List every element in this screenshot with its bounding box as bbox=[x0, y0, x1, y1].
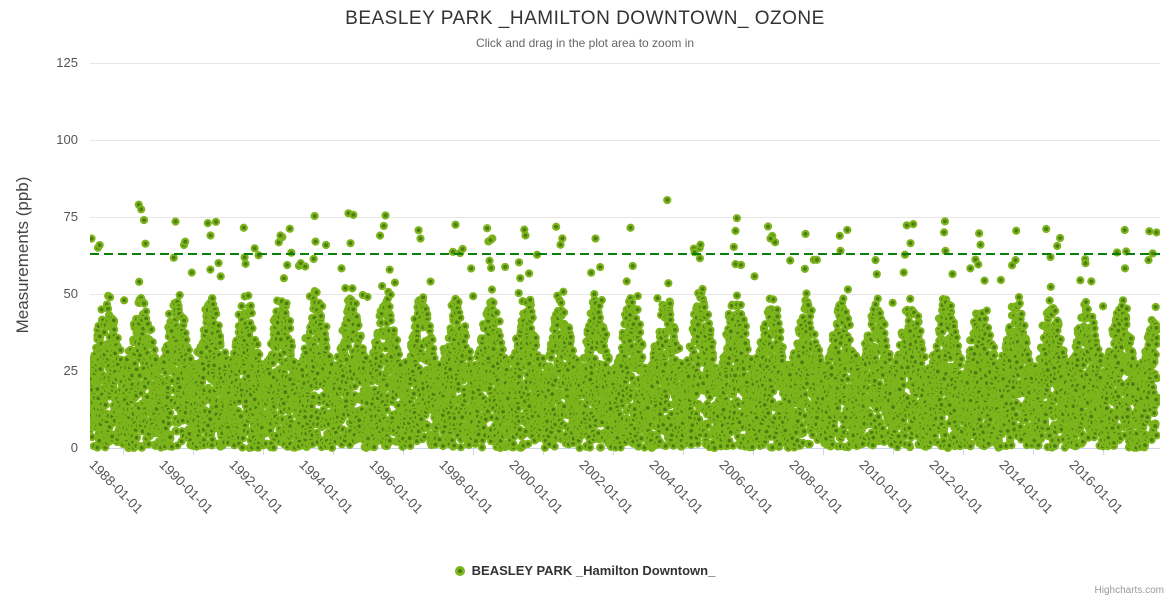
x-axis-label: 2012-01-01 bbox=[926, 457, 986, 517]
highcharts-credit[interactable]: Highcharts.com bbox=[1094, 585, 1164, 596]
legend-marker-icon bbox=[454, 565, 465, 576]
y-axis-label: 50 bbox=[63, 286, 78, 301]
x-axis-label: 2004-01-01 bbox=[646, 457, 706, 517]
x-axis-label: 2014-01-01 bbox=[996, 457, 1056, 517]
x-axis-label: 2016-01-01 bbox=[1066, 457, 1126, 517]
x-axis-label: 2000-01-01 bbox=[506, 457, 566, 517]
x-axis-label: 1990-01-01 bbox=[156, 457, 216, 517]
legend-label: BEASLEY PARK _Hamilton Downtown_ bbox=[471, 563, 716, 578]
chart-title: BEASLEY PARK _HAMILTON DOWNTOWN_ OZONE bbox=[345, 8, 825, 29]
y-axis-label: 100 bbox=[56, 132, 78, 147]
chart-subtitle: Click and drag in the plot area to zoom … bbox=[475, 36, 695, 50]
legend-item[interactable]: BEASLEY PARK _Hamilton Downtown_ bbox=[0, 563, 1170, 578]
threshold-plot-line bbox=[90, 252, 1160, 255]
y-axis-label: 125 bbox=[56, 55, 78, 70]
x-axis-label: 2008-01-01 bbox=[786, 457, 846, 517]
y-axis-title: Measurements (ppb) bbox=[13, 176, 32, 334]
plot-area[interactable] bbox=[90, 58, 1160, 456]
x-axis-label: 1998-01-01 bbox=[436, 457, 496, 517]
y-axis-label: 75 bbox=[63, 209, 78, 224]
x-axis-label: 1994-01-01 bbox=[296, 457, 356, 517]
x-axis-label: 2010-01-01 bbox=[856, 457, 916, 517]
x-axis-label: 2006-01-01 bbox=[716, 457, 776, 517]
x-axis-label: 1988-01-01 bbox=[86, 457, 146, 517]
y-axis-label: 0 bbox=[70, 440, 78, 455]
x-axis-label: 1992-01-01 bbox=[226, 457, 286, 517]
y-axis-label: 25 bbox=[63, 363, 78, 378]
x-axis-label: 1996-01-01 bbox=[366, 457, 426, 517]
x-axis-label: 2002-01-01 bbox=[576, 457, 636, 517]
